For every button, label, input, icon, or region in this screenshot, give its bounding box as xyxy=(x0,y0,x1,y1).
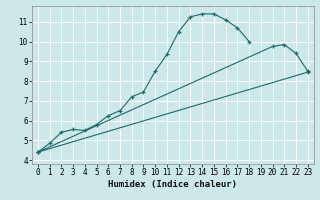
X-axis label: Humidex (Indice chaleur): Humidex (Indice chaleur) xyxy=(108,180,237,189)
